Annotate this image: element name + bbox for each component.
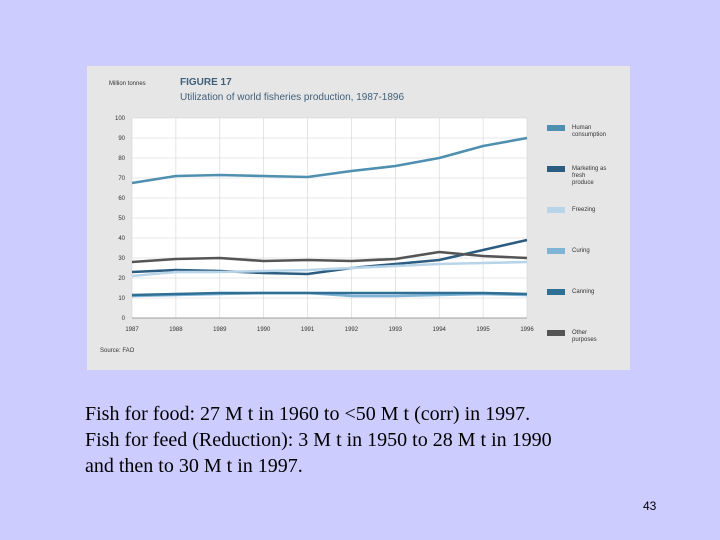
y-tick-label: 0 bbox=[122, 316, 126, 322]
legend-swatch-4 bbox=[547, 289, 565, 295]
y-tick-label: 90 bbox=[118, 136, 125, 142]
y-tick-label: 70 bbox=[118, 176, 125, 182]
y-tick-label: 40 bbox=[118, 236, 125, 242]
legend-swatch-1 bbox=[547, 166, 565, 172]
y-tick-label: 30 bbox=[118, 256, 125, 262]
figure-title: Utilization of world fisheries productio… bbox=[180, 92, 404, 103]
x-tick-label: 1989 bbox=[213, 327, 227, 333]
legend-swatch-5 bbox=[547, 330, 565, 336]
x-tick-label: 1991 bbox=[301, 327, 315, 333]
legend-swatch-3 bbox=[547, 248, 565, 254]
slide-body-text: Fish for food: 27 M t in 1960 to <50 M t… bbox=[85, 401, 685, 479]
page-number: 43 bbox=[643, 499, 656, 513]
chart-svg: 0 10 20 30 40 50 60 70 80 90 100 1987 1988 1989 1990 19… bbox=[87, 66, 630, 370]
figure-number: FIGURE 17 bbox=[180, 77, 232, 88]
x-tick-label: 1990 bbox=[257, 327, 271, 333]
legend-label-0: Human consumption bbox=[572, 125, 606, 138]
y-tick-label: 60 bbox=[118, 196, 125, 202]
x-tick-label: 1992 bbox=[345, 327, 359, 333]
x-tick-label: 1993 bbox=[389, 327, 403, 333]
x-tick-label: 1995 bbox=[476, 327, 490, 333]
y-tick-label: 50 bbox=[118, 216, 125, 222]
y-units-label: Million tonnes bbox=[109, 81, 146, 87]
legend-swatch-0 bbox=[547, 125, 565, 131]
body-line-1: Fish for food: 27 M t in 1960 to <50 M t… bbox=[85, 401, 685, 427]
x-tick-label: 1988 bbox=[169, 327, 183, 333]
figure-panel: 0 10 20 30 40 50 60 70 80 90 100 1987 1988 1989 1990 19… bbox=[87, 66, 630, 370]
legend-label-2: Freezing bbox=[572, 207, 595, 213]
legend-label-4: Canning bbox=[572, 289, 594, 295]
body-line-2: Fish for feed (Reduction): 3 M t in 1950… bbox=[85, 427, 685, 453]
x-tick-label: 1987 bbox=[125, 327, 139, 333]
legend-label-3: Curing bbox=[572, 248, 590, 254]
body-line-3: and then to 30 M t in 1997. bbox=[85, 453, 685, 479]
legend-label-1: Marketing as fresh produce bbox=[572, 166, 606, 186]
figure-source: Source: FAO bbox=[100, 348, 134, 354]
x-tick-label: 1996 bbox=[520, 327, 534, 333]
y-tick-label: 80 bbox=[118, 156, 125, 162]
legend-label-5: Other purposes bbox=[572, 330, 597, 343]
y-tick-label: 10 bbox=[118, 296, 125, 302]
legend-swatch-2 bbox=[547, 207, 565, 213]
y-tick-label: 100 bbox=[115, 116, 126, 122]
y-tick-label: 20 bbox=[118, 276, 125, 282]
x-tick-label: 1994 bbox=[433, 327, 447, 333]
